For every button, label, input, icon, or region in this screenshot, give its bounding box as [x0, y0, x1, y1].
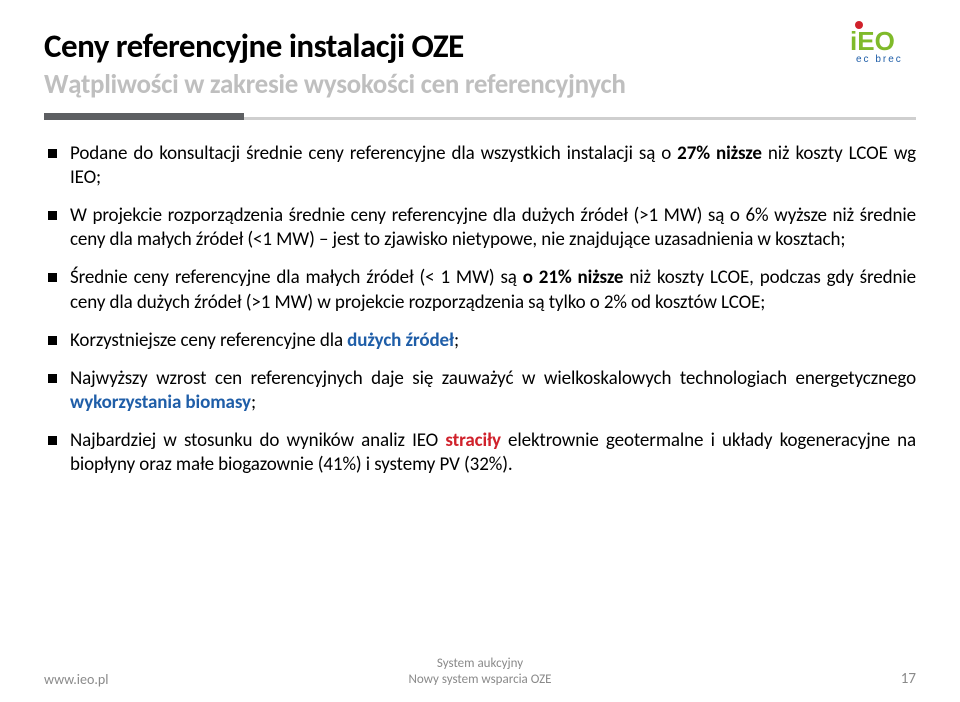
text-run: ;: [454, 329, 459, 352]
footer-center: System aukcyjny Nowy system wsparcia OZE: [0, 656, 960, 689]
bullet-item: Najbardziej w stosunku do wyników analiz…: [44, 429, 916, 477]
slide-title: Ceny referencyjne instalacji OZE: [44, 28, 916, 66]
bullet-item: W projekcie rozporządzenia średnie ceny …: [44, 204, 916, 252]
bullet-list: Podane do konsultacji średnie ceny refer…: [44, 142, 916, 477]
svg-text:ec brec: ec brec: [856, 54, 903, 64]
text-run: Średnie ceny referencyjne dla małych źró…: [70, 266, 523, 289]
text-run: Najwyższy wzrost cen referencyjnych daje…: [70, 367, 916, 390]
slide-subtitle: Wątpliwości w zakresie wysokości cen ref…: [44, 68, 916, 101]
text-run: Najbardziej w stosunku do wyników analiz…: [70, 429, 445, 452]
slide: iEO ec brec Ceny referencyjne instalacji…: [0, 0, 960, 702]
divider: [44, 113, 916, 120]
footer-center-line2: Nowy system wsparcia OZE: [0, 672, 960, 688]
bullet-item: Średnie ceny referencyjne dla małych źró…: [44, 266, 916, 314]
text-run: 27% niższe: [677, 142, 762, 165]
svg-text:iEO: iEO: [850, 26, 895, 56]
text-run: Podane do konsultacji średnie ceny refer…: [70, 142, 677, 165]
footer: www.ieo.pl System aukcyjny Nowy system w…: [0, 670, 960, 688]
text-run: ;: [251, 391, 256, 414]
text-run: o 21% niższe: [523, 266, 624, 289]
divider-dark: [44, 113, 244, 120]
text-run: dużych źródeł: [347, 329, 454, 352]
text-run: W projekcie rozporządzenia średnie ceny …: [70, 204, 916, 251]
text-run: wykorzystania biomasy: [70, 391, 251, 414]
bullet-item: Podane do konsultacji średnie ceny refer…: [44, 142, 916, 190]
text-run: Korzystniejsze ceny referencyjne dla: [70, 329, 347, 352]
bullet-item: Najwyższy wzrost cen referencyjnych daje…: [44, 367, 916, 415]
text-run: straciły: [445, 429, 501, 452]
divider-light: [244, 117, 916, 120]
footer-center-line1: System aukcyjny: [0, 656, 960, 672]
ieo-logo: iEO ec brec: [846, 20, 930, 64]
bullet-item: Korzystniejsze ceny referencyjne dla duż…: [44, 329, 916, 353]
